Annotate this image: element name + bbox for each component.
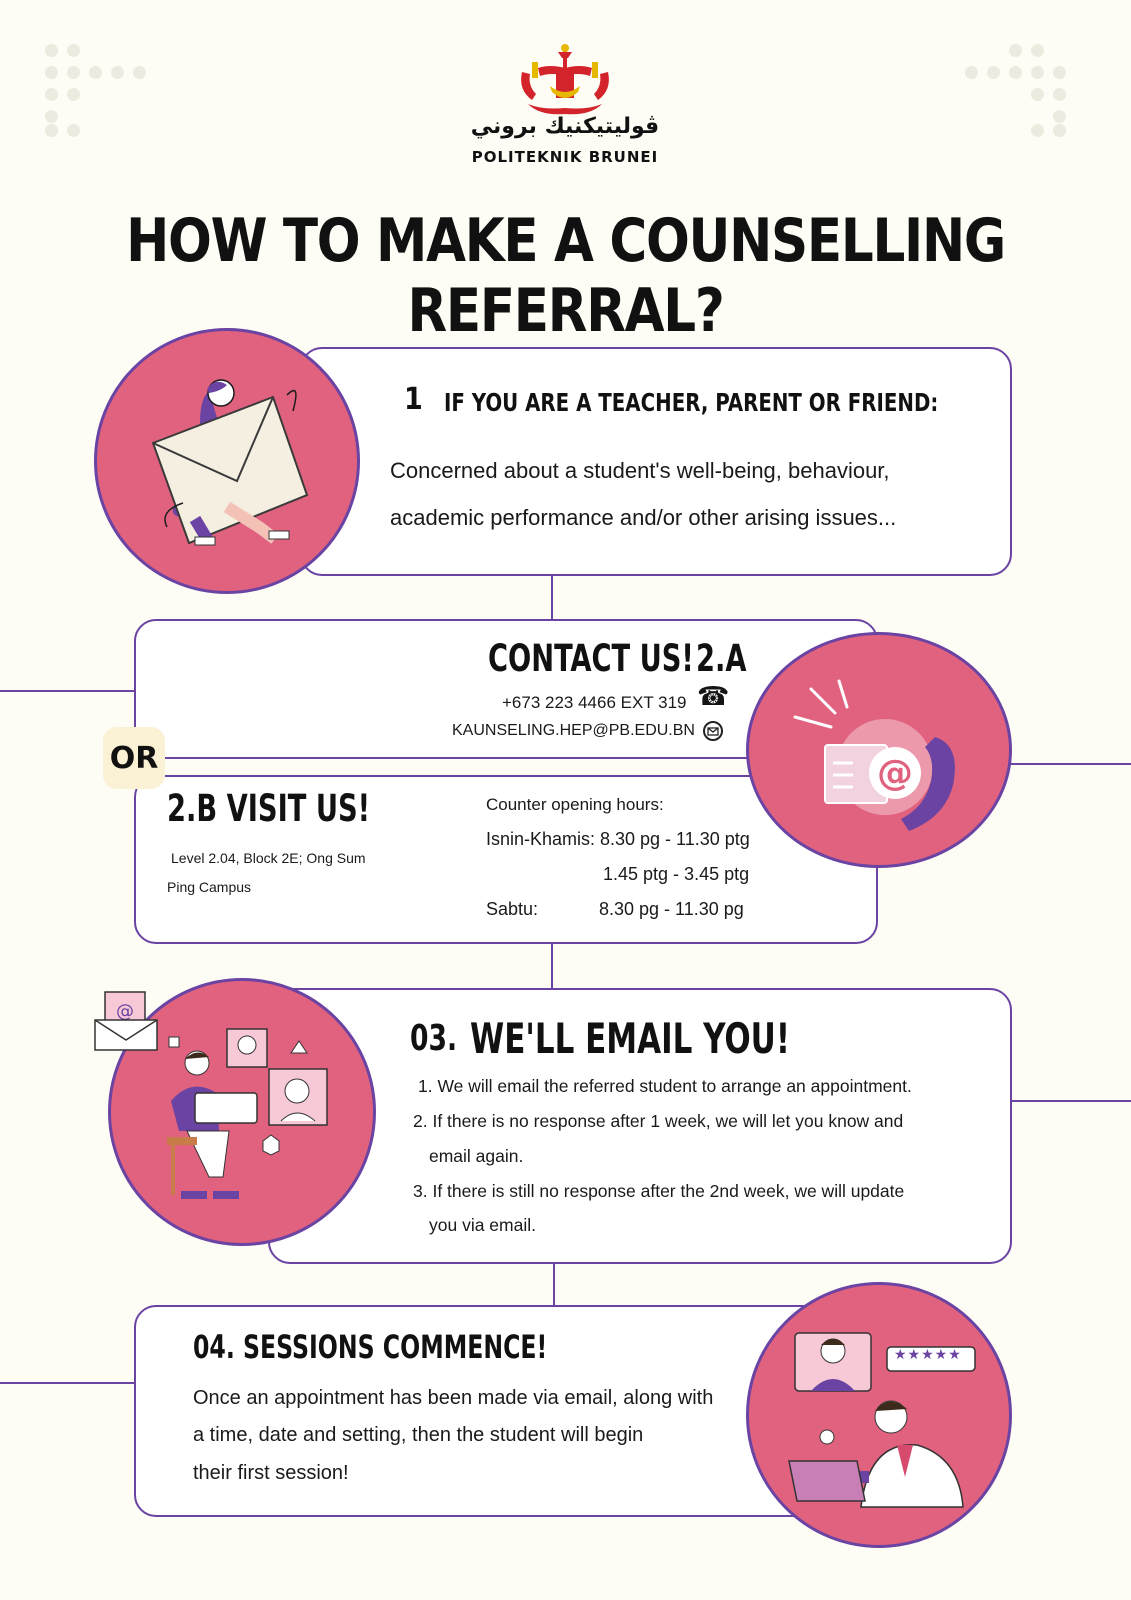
step4-illustration [746,1282,1012,1548]
contact-email[interactable]: KAUNSELING.HEP@PB.EDU.BN [452,722,695,739]
svg-text:@: @ [877,753,913,794]
hours-row1-time: 8.30 pg - 11.30 ptg [600,829,750,849]
connector-line [553,1262,555,1308]
step3-item2b: email again. [429,1146,524,1166]
step4-text-line2: a time, date and setting, then the stude… [193,1424,644,1446]
hours-row3-time: 8.30 pg - 11.30 pg [599,899,744,919]
logo-latin-text: POLITEKNIK BRUNEI [471,148,659,166]
hours-label: Counter opening hours: [486,795,664,814]
step1-text-line2: academic performance and/or other arisin… [390,505,897,530]
logo-arabic-text: ڤوليتيكنيك بروني [470,114,660,139]
hours-row3-day: Sabtu: [486,899,539,919]
step3-item1: 1. We will email the referred student to… [418,1076,912,1096]
connector-line [551,942,553,990]
connector-line [1010,1100,1131,1102]
step2a-tag: 2.A [696,637,747,680]
step3-number: 03. [410,1018,458,1059]
step2a-illustration: @ [746,632,1012,868]
step2b-heading: 2.B VISIT US! [167,787,371,830]
envelope-icon [703,721,723,741]
connector-line [551,574,553,622]
page-title: HOW TO MAKE A COUNSELLING REFERRAL? [126,206,1006,346]
or-badge: OR [103,727,165,789]
step1-heading: IF YOU ARE A TEACHER, PARENT OR FRIEND: [444,388,939,417]
step1-text-line1: Concerned about a student's well-being, … [390,458,890,483]
phone-icon: ☎ [697,682,730,712]
contact-phone[interactable]: +673 223 4466 EXT 319 [502,693,687,712]
hours-row1-day: Isnin-Khamis: [486,829,596,849]
online-counselling-session-icon [788,1332,976,1508]
logo: ڤوليتيكنيك بروني POLITEKNIK BRUNEI [470,42,660,172]
step1-illustration [94,328,360,594]
dot-pattern-left [45,44,146,139]
email-envelope-icon: @ [93,990,159,1052]
dot-pattern-right [965,44,1066,139]
star-rating: ★★★★★ [894,1347,962,1363]
step3-heading: WE'LL EMAIL YOU! [470,1014,790,1063]
connector-line [0,1382,136,1384]
step1-card [300,347,1012,576]
step4-text-line3: their first session! [193,1462,349,1484]
step4-text-line1: Once an appointment has been made via em… [193,1387,714,1409]
connector-line [0,690,136,692]
connector-line [1010,763,1131,765]
step4-heading: 04. SESSIONS COMMENCE! [193,1328,548,1366]
hours-row2-time: 1.45 ptg - 3.45 ptg [603,864,750,884]
svg-text:@: @ [116,1001,134,1022]
contact-phone-email-icon: @ [793,679,955,831]
visit-address-line1: Level 2.04, Block 2E; Ong Sum [171,850,366,866]
step1-number: 1 [404,382,423,417]
step2b-card [134,775,878,944]
woman-holding-letter-icon [151,379,309,546]
step3-item3b: you via email. [429,1215,536,1235]
video-call-icon [167,1028,328,1199]
step3-card [268,988,1012,1264]
step3-item2a: 2. If there is no response after 1 week,… [413,1111,904,1131]
visit-address-line2: Ping Campus [167,879,252,895]
crest-icon [521,44,609,115]
step2a-heading: CONTACT US! [488,637,694,680]
step3-item3a: 3. If there is still no response after t… [413,1181,905,1201]
